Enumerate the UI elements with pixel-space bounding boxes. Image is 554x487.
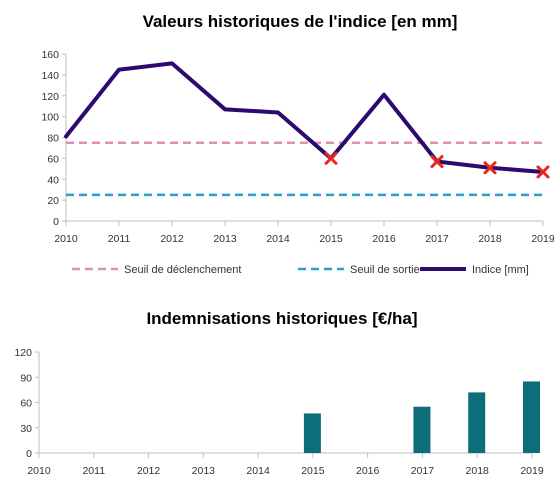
bar-chart-x-tick-label: 2015: [301, 465, 325, 477]
bar-chart-y-tick-label: 0: [26, 448, 32, 460]
bar-2017: [413, 406, 431, 453]
line-chart-y-tick-label: 140: [41, 70, 59, 82]
line-chart-y-tick-label: 0: [53, 216, 59, 228]
line-chart: Valeurs historiques de l'indice [en mm] …: [41, 12, 554, 276]
line-chart-title: Valeurs historiques de l'indice [en mm]: [143, 12, 458, 31]
line-chart-y-tick-label: 40: [47, 174, 59, 186]
line-chart-annotations: [324, 151, 550, 179]
x-icon-stroke: [536, 165, 550, 179]
line-chart-x-tick-label: 2016: [372, 233, 396, 245]
line-chart-y-tick-label: 20: [47, 195, 59, 207]
bar-chart-x-tick-label: 2013: [192, 465, 216, 477]
legend-label-2: Indice [mm]: [472, 264, 529, 276]
bar-chart-x-tick-label: 2012: [137, 465, 161, 477]
line-chart-series-2: [64, 61, 545, 174]
bar-chart-y-tick-label: 90: [20, 372, 32, 384]
bar-chart-bars: [303, 381, 540, 453]
bar-chart-y-tick-label: 30: [20, 423, 32, 435]
line-chart-x-tick-label: 2012: [160, 233, 184, 245]
line-chart-x-tick-label: 2013: [213, 233, 237, 245]
line-chart-series: [64, 61, 545, 197]
bar-2018: [468, 392, 486, 453]
bar-chart-x-tick-label: 2010: [27, 465, 51, 477]
line-chart-x-tick-label: 2019: [531, 233, 554, 245]
line-chart-x-tick-label: 2017: [425, 233, 449, 245]
bar-2019: [523, 381, 540, 453]
bar-chart-x-tick-label: 2014: [246, 465, 270, 477]
x-icon-stroke: [324, 151, 338, 165]
bar-2015: [303, 413, 321, 453]
bar-chart-x-tick-label: 2011: [82, 465, 105, 477]
line-chart-y-tick-label: 60: [47, 153, 59, 165]
line-chart-y-tick-label: 160: [41, 49, 59, 61]
line-chart-y-tick-label: 120: [41, 91, 59, 103]
x-icon-stroke: [430, 155, 444, 169]
x-icon: [483, 161, 497, 175]
x-icon: [536, 165, 550, 179]
line-chart-x-tick-label: 2011: [108, 233, 131, 245]
bar-chart-x-tick-label: 2017: [411, 465, 435, 477]
line-chart-y-tick-label: 100: [41, 112, 59, 124]
line-chart-x-tick-label: 2010: [54, 233, 78, 245]
x-icon: [324, 151, 338, 165]
line-chart-legend: Seuil de déclenchement Seuil de sortie Ind…: [72, 264, 529, 276]
bar-chart-title: Indemnisations historiques [€/ha]: [146, 309, 417, 328]
line-chart-x-tick-label: 2014: [266, 233, 290, 245]
x-icon-stroke: [483, 161, 497, 175]
bar-chart-x-axis: 2010 2011 2012 2013 2014 2015 2016 2017 2018 2019: [27, 452, 544, 477]
line-chart-x-axis: 2010 2011 2012 2013 2014 2015 2016 2017 2018 2019: [54, 220, 554, 245]
line-chart-x-tick-label: 2018: [478, 233, 502, 245]
x-icon: [430, 155, 444, 169]
bar-chart-x-tick-label: 2018: [466, 465, 490, 477]
bar-chart-y-tick-label: 120: [14, 347, 32, 359]
bar-chart-x-tick-label: 2016: [356, 465, 380, 477]
bar-chart-y-tick-label: 60: [20, 398, 32, 410]
line-chart-x-tick-label: 2015: [319, 233, 343, 245]
legend-label-0: Seuil de déclenchement: [124, 264, 241, 276]
line-chart-y-tick-label: 80: [47, 133, 59, 145]
bar-chart: Indemnisations historiques [€/ha] 0 30 60 9…: [14, 309, 543, 477]
line-chart-y-axis: 0 20 40 60 80 100 120 140 160: [41, 49, 67, 228]
bar-chart-y-axis: 0 30 60 90 120: [14, 347, 40, 460]
legend-label-1: Seuil de sortie: [350, 264, 420, 276]
bar-chart-x-tick-label: 2019: [520, 465, 544, 477]
